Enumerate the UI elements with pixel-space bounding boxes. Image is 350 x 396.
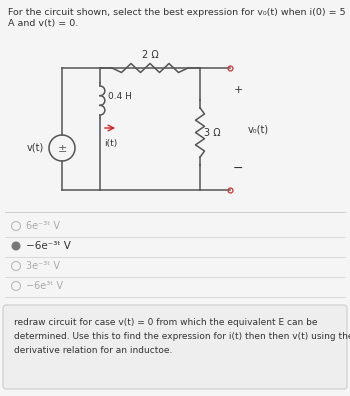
Text: −: − bbox=[233, 162, 243, 175]
Circle shape bbox=[12, 242, 21, 251]
Text: A and v(t) = 0.: A and v(t) = 0. bbox=[8, 19, 78, 28]
FancyBboxPatch shape bbox=[3, 305, 347, 389]
Text: −6e⁻³ᵗ V: −6e⁻³ᵗ V bbox=[26, 241, 71, 251]
Text: +: + bbox=[233, 85, 243, 95]
Text: −6e³ᵗ V: −6e³ᵗ V bbox=[26, 281, 63, 291]
Text: ±: ± bbox=[57, 144, 67, 154]
Text: 3e⁻³ᵗ V: 3e⁻³ᵗ V bbox=[26, 261, 60, 271]
Text: 0.4 H: 0.4 H bbox=[108, 92, 132, 101]
Text: v₀(t): v₀(t) bbox=[248, 124, 269, 134]
Text: redraw circuit for case v(t) = 0 from which the equivalent E can be
determined. : redraw circuit for case v(t) = 0 from wh… bbox=[14, 318, 350, 355]
Text: 6e⁻³ᵗ V: 6e⁻³ᵗ V bbox=[26, 221, 60, 231]
Text: i(t): i(t) bbox=[104, 139, 117, 148]
Text: 3 Ω: 3 Ω bbox=[204, 128, 220, 137]
Text: For the circuit shown, select the best expression for v₀(t) when i(0) = 5: For the circuit shown, select the best e… bbox=[8, 8, 346, 17]
Text: 2 Ω: 2 Ω bbox=[142, 50, 158, 60]
Text: v(t): v(t) bbox=[27, 143, 44, 153]
